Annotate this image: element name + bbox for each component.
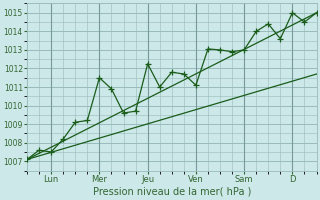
X-axis label: Pression niveau de la mer( hPa ): Pression niveau de la mer( hPa ) (92, 187, 251, 197)
